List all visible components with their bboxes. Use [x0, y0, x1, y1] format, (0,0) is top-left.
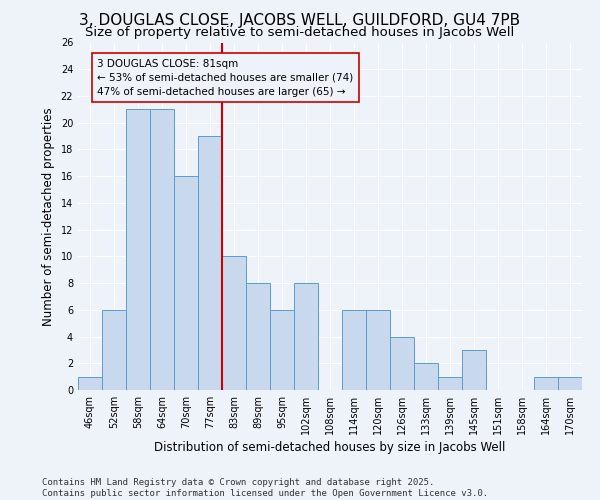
Y-axis label: Number of semi-detached properties: Number of semi-detached properties: [42, 107, 55, 326]
Bar: [390, 336, 414, 390]
Bar: [174, 176, 198, 390]
Bar: [198, 136, 222, 390]
Bar: [342, 310, 366, 390]
Bar: [366, 310, 390, 390]
Bar: [78, 376, 102, 390]
Text: 3 DOUGLAS CLOSE: 81sqm
← 53% of semi-detached houses are smaller (74)
47% of sem: 3 DOUGLAS CLOSE: 81sqm ← 53% of semi-det…: [97, 58, 353, 96]
Bar: [414, 364, 438, 390]
Text: Size of property relative to semi-detached houses in Jacobs Well: Size of property relative to semi-detach…: [85, 26, 515, 39]
Bar: [558, 376, 582, 390]
Bar: [222, 256, 246, 390]
Bar: [534, 376, 558, 390]
Bar: [246, 283, 270, 390]
Bar: [294, 283, 318, 390]
Bar: [126, 110, 150, 390]
Bar: [270, 310, 294, 390]
Bar: [150, 110, 174, 390]
Bar: [102, 310, 126, 390]
X-axis label: Distribution of semi-detached houses by size in Jacobs Well: Distribution of semi-detached houses by …: [154, 441, 506, 454]
Text: Contains HM Land Registry data © Crown copyright and database right 2025.
Contai: Contains HM Land Registry data © Crown c…: [42, 478, 488, 498]
Bar: [438, 376, 462, 390]
Bar: [462, 350, 486, 390]
Text: 3, DOUGLAS CLOSE, JACOBS WELL, GUILDFORD, GU4 7PB: 3, DOUGLAS CLOSE, JACOBS WELL, GUILDFORD…: [79, 12, 521, 28]
